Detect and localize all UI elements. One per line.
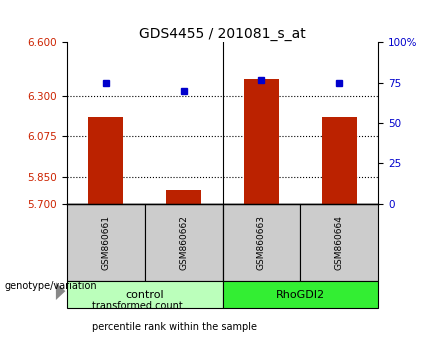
Text: RhoGDI2: RhoGDI2 <box>276 290 325 300</box>
Bar <box>301 204 378 281</box>
Polygon shape <box>56 282 65 300</box>
Bar <box>67 204 144 281</box>
Bar <box>223 281 378 308</box>
Bar <box>223 204 301 281</box>
Bar <box>322 117 357 204</box>
Text: GSM860661: GSM860661 <box>101 215 110 270</box>
Text: percentile rank within the sample: percentile rank within the sample <box>92 322 258 332</box>
Text: control: control <box>125 290 164 300</box>
Text: genotype/variation: genotype/variation <box>4 281 97 291</box>
Bar <box>144 204 223 281</box>
Bar <box>166 190 201 204</box>
Text: GSM860664: GSM860664 <box>335 215 344 270</box>
Text: GSM860663: GSM860663 <box>257 215 266 270</box>
Title: GDS4455 / 201081_s_at: GDS4455 / 201081_s_at <box>139 28 306 41</box>
Bar <box>88 117 123 204</box>
Text: transformed count: transformed count <box>92 301 183 311</box>
Bar <box>244 79 279 204</box>
Text: GSM860662: GSM860662 <box>179 215 188 270</box>
Bar <box>67 281 223 308</box>
